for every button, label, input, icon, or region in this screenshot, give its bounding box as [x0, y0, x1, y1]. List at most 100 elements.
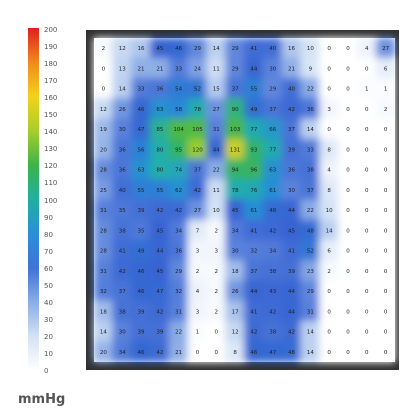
heatmap-cell-value: 58 [175, 107, 182, 113]
heatmap-cell [281, 98, 302, 120]
heatmap-cell [262, 118, 283, 140]
heatmap-cell-value: 36 [175, 249, 182, 255]
heatmap-cell-value: 23 [307, 269, 314, 275]
heatmap-cell-value: 32 [250, 249, 257, 255]
heatmap-cell-value: 0 [384, 168, 388, 174]
heatmap-cell [112, 280, 133, 302]
heatmap-cell [187, 138, 208, 160]
heatmap-cell-value: 0 [346, 249, 350, 255]
heatmap-cell-value: 26 [119, 107, 126, 113]
heatmap-cell [356, 78, 377, 100]
heatmap-cell-value: 0 [327, 330, 331, 336]
heatmap-cell-value: 1 [384, 87, 388, 93]
colorbar-tick-label: 200 [44, 26, 58, 34]
heatmap-cell [319, 37, 340, 59]
heatmap-cell-value: 0 [384, 208, 388, 214]
heatmap-cell-value: 0 [215, 350, 219, 356]
colorbar-tick-label: 160 [44, 94, 58, 103]
heatmap-cell-value: 74 [175, 168, 182, 174]
heatmap-cell [319, 199, 340, 221]
heatmap-cell-value: 29 [269, 87, 276, 93]
heatmap-cell [300, 260, 321, 282]
heatmap-cell [131, 78, 151, 100]
heatmap-cell [131, 37, 151, 59]
colorbar-tick-label: 100 [44, 196, 58, 205]
heatmap-cell [112, 78, 133, 100]
heatmap-cell-value: 28 [100, 249, 107, 255]
heatmap-cell [244, 37, 264, 59]
heatmap-cell [244, 118, 264, 140]
heatmap-cell-value: 66 [269, 127, 276, 133]
heatmap-cell-value: 21 [138, 66, 145, 72]
heatmap-cell [112, 37, 133, 59]
heatmap-cell-value: 38 [119, 228, 126, 234]
heatmap-cell-value: 24 [194, 66, 201, 72]
heatmap-cell-value: 39 [138, 330, 145, 336]
heatmap-cell-value: 36 [119, 147, 126, 153]
heatmap-cell [168, 240, 189, 262]
heatmap-cell-value: 37 [307, 188, 314, 194]
heatmap-cell-value: 1 [196, 330, 200, 336]
heatmap-cell-value: 15 [213, 87, 220, 93]
heatmap-cell [356, 300, 377, 322]
heatmap-cell-value: 13 [119, 66, 126, 72]
heatmap-cell-value: 0 [384, 228, 388, 234]
heatmap-cell [206, 300, 227, 322]
heatmap-cell-value: 90 [232, 107, 239, 113]
heatmap-cell [225, 199, 245, 221]
heatmap-cell-value: 63 [269, 168, 276, 174]
heatmap-cell-value: 46 [250, 350, 257, 356]
heatmap-cell-value: 18 [232, 269, 239, 275]
heatmap-cell-value: 0 [346, 107, 350, 113]
heatmap-cell [300, 321, 321, 343]
heatmap-cell [225, 240, 245, 262]
heatmap-cell-value: 77 [269, 147, 276, 153]
heatmap-cell [187, 57, 208, 79]
heatmap-cell [300, 57, 321, 79]
heatmap-cell [300, 118, 321, 140]
heatmap-cell [281, 179, 302, 201]
heatmap-cell [131, 57, 151, 79]
heatmap-cell-value: 8 [327, 147, 331, 153]
heatmap-cell [244, 280, 264, 302]
heatmap-cell-value: 39 [288, 269, 295, 275]
heatmap-cell-value: 37 [250, 269, 257, 275]
heatmap-cell [356, 118, 377, 140]
heatmap-cell [244, 199, 264, 221]
heatmap-cell [131, 138, 151, 160]
heatmap-cell [281, 300, 302, 322]
heatmap-cell-value: 56 [138, 147, 145, 153]
heatmap-cell-value: 12 [232, 330, 239, 336]
heatmap-cell-value: 43 [269, 289, 276, 295]
heatmap-cell-value: 14 [213, 46, 220, 52]
heatmap-cell [338, 37, 358, 59]
heatmap-cell-value: 131 [230, 147, 241, 153]
heatmap-cell-value: 52 [194, 87, 201, 93]
heatmap-cell-value: 49 [138, 249, 145, 255]
heatmap-cell [206, 341, 227, 363]
colorbar [28, 28, 39, 371]
heatmap-cell-value: 19 [100, 127, 107, 133]
heatmap-cell [244, 321, 264, 343]
heatmap-cell [319, 260, 340, 282]
heatmap-cell-value: 29 [194, 46, 201, 52]
heatmap-cell [168, 280, 189, 302]
heatmap-cell-value: 27 [382, 46, 389, 52]
heatmap-cell-value: 35 [138, 228, 145, 234]
heatmap-cell-value: 76 [250, 188, 257, 194]
heatmap-cell [112, 118, 133, 140]
heatmap-cell [112, 300, 133, 322]
heatmap-cell [281, 37, 302, 59]
heatmap-cell [356, 260, 377, 282]
heatmap-cell [225, 138, 245, 160]
heatmap-cell [149, 179, 170, 201]
heatmap-cell [356, 159, 377, 181]
heatmap-cell-value: 45 [156, 228, 163, 234]
heatmap-cell-value: 47 [269, 350, 276, 356]
heatmap-cell-value: 41 [250, 46, 257, 52]
heatmap-cell [375, 199, 396, 221]
heatmap-cell [356, 138, 377, 160]
heatmap-cell-value: 29 [232, 66, 239, 72]
heatmap-cell [281, 199, 302, 221]
heatmap-cell [93, 260, 114, 282]
